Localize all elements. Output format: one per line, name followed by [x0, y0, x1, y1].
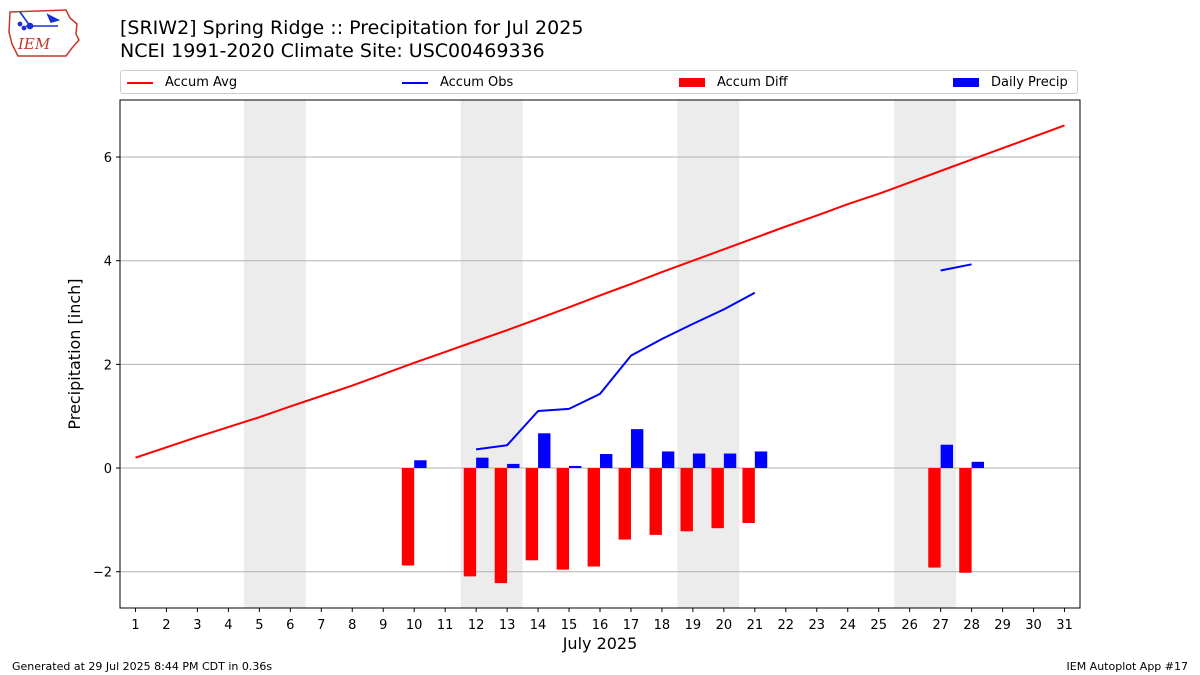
- weekend-shading: [243, 100, 957, 608]
- y-tick-label: 6: [104, 151, 112, 166]
- x-tick-label: 2: [162, 618, 170, 633]
- x-tick-label: 26: [901, 618, 918, 633]
- x-tick-label: 15: [561, 618, 578, 633]
- x-tick-label: 9: [379, 618, 387, 633]
- accum-diff-bar: [959, 468, 972, 573]
- x-tick-label: 4: [224, 618, 232, 633]
- x-tick-label: 18: [654, 618, 671, 633]
- y-axis-label: Precipitation [inch]: [65, 278, 84, 429]
- accum-diff-bar: [587, 468, 600, 567]
- y-tick-label: 4: [104, 255, 112, 270]
- legend: Accum Avg Accum Obs Accum Diff Daily Pre…: [120, 70, 1078, 94]
- chart-title: [SRIW2] Spring Ridge :: Precipitation fo…: [120, 17, 584, 39]
- accum-diff-bar: [525, 468, 539, 561]
- legend-swatch-daily-precip: [951, 74, 981, 92]
- legend-swatch-accum-diff: [677, 74, 707, 92]
- x-tick-label: 28: [963, 618, 980, 633]
- x-tick-label: 21: [747, 618, 764, 633]
- x-tick-label: 13: [499, 618, 516, 633]
- accum-diff-bar: [649, 468, 662, 535]
- lines: [135, 124, 1065, 459]
- daily-precip-bar: [971, 461, 984, 469]
- accum-diff-bar: [618, 468, 631, 540]
- daily-precip-bar: [600, 454, 613, 469]
- accum-diff-bar: [463, 468, 477, 577]
- accum-obs-line: [475, 263, 972, 451]
- x-tick-label: 10: [406, 618, 423, 633]
- x-tick-label: 12: [468, 618, 485, 633]
- x-tick-label: 22: [778, 618, 795, 633]
- daily-precip-bar: [940, 444, 954, 469]
- iem-logo: IEM: [8, 9, 80, 57]
- app-label: IEM Autoplot App #17: [1066, 660, 1189, 673]
- daily-precip-bar: [569, 465, 582, 469]
- accum-diff-bar: [401, 468, 415, 566]
- x-tick-label: 27: [932, 618, 949, 633]
- x-tick-label: 31: [1056, 618, 1073, 633]
- x-axis-ticks: 1 2 3 4 5 6 7 8 9 10 11 12 13 14 15 16 17 18 19 20 21 22 23 24 2…: [131, 608, 1073, 633]
- legend-swatch-accum-obs: [400, 74, 430, 92]
- x-tick-label: 25: [870, 618, 887, 633]
- x-tick-label: 30: [1025, 618, 1042, 633]
- accum-diff-bar: [680, 468, 693, 532]
- x-tick-label: 8: [348, 618, 356, 633]
- x-tick-label: 7: [317, 618, 325, 633]
- x-tick-label: 16: [592, 618, 609, 633]
- y-tick-label: 0: [104, 462, 112, 477]
- x-axis-label: July 2025: [562, 634, 638, 653]
- logo-text: IEM: [17, 35, 51, 53]
- x-tick-label: 29: [994, 618, 1011, 633]
- weekend-band: [677, 100, 740, 608]
- legend-label-accum-obs: Accum Obs: [440, 75, 514, 90]
- weather-station-icon: [17, 11, 61, 31]
- daily-precip-bar: [538, 433, 551, 469]
- daily-precip-bar: [414, 460, 427, 469]
- legend-label-accum-avg: Accum Avg: [165, 75, 238, 90]
- x-tick-label: 19: [685, 618, 702, 633]
- accum-diff-bar: [928, 468, 941, 568]
- legend-label-accum-diff: Accum Diff: [717, 75, 788, 90]
- legend-label-daily-precip: Daily Precip: [991, 75, 1068, 90]
- x-tick-label: 6: [286, 618, 294, 633]
- accum-diff-bar: [494, 468, 508, 584]
- daily-precip-bar: [476, 457, 489, 469]
- accum-diff-bar: [742, 468, 755, 523]
- daily-precip-bar: [661, 451, 675, 469]
- y-axis-ticks: −2 0 2 4 6: [93, 151, 120, 581]
- accum-avg-line: [135, 124, 1065, 459]
- x-tick-label: 11: [437, 618, 454, 633]
- accum-diff-bar: [711, 468, 724, 529]
- bars: [401, 429, 984, 584]
- y-tick-label: 2: [104, 358, 112, 373]
- daily-precip-bar: [754, 451, 768, 469]
- daily-precip-bar: [723, 453, 737, 469]
- legend-swatch-accum-avg: [125, 74, 155, 92]
- x-tick-label: 23: [809, 618, 826, 633]
- x-tick-label: 17: [623, 618, 640, 633]
- weekend-band: [243, 100, 306, 608]
- daily-precip-bar: [630, 429, 644, 469]
- x-tick-label: 14: [530, 618, 547, 633]
- generated-timestamp: Generated at 29 Jul 2025 8:44 PM CDT in …: [12, 660, 273, 673]
- x-tick-label: 1: [131, 618, 139, 633]
- x-tick-label: 24: [839, 618, 856, 633]
- accum-diff-bar: [556, 468, 570, 570]
- daily-precip-bar: [507, 463, 520, 469]
- daily-precip-bar: [692, 453, 706, 469]
- chart-subtitle: NCEI 1991-2020 Climate Site: USC00469336: [120, 40, 545, 62]
- x-tick-label: 20: [716, 618, 733, 633]
- y-tick-label: −2: [93, 566, 112, 581]
- x-tick-label: 5: [255, 618, 263, 633]
- x-tick-label: 3: [193, 618, 201, 633]
